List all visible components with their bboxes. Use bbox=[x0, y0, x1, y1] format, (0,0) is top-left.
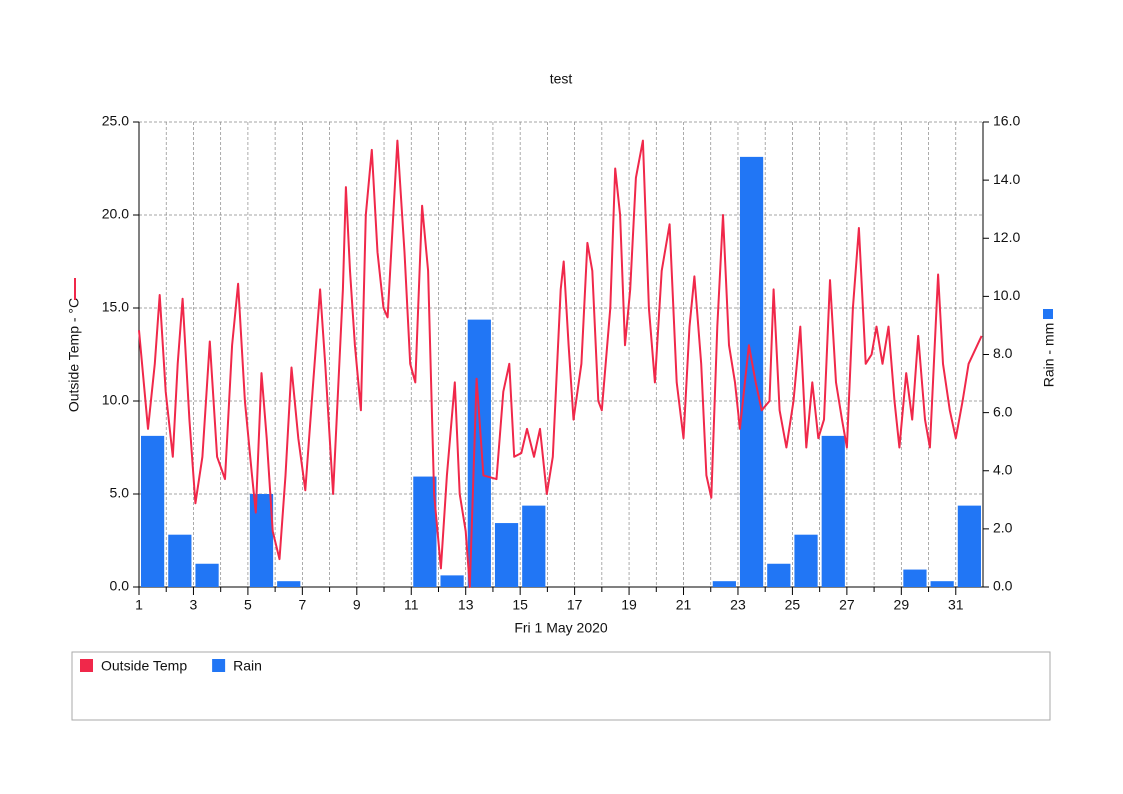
x-axis-label: Fri 1 May 2020 bbox=[514, 620, 608, 636]
bar bbox=[522, 505, 546, 587]
x-tick-label: 25 bbox=[785, 597, 801, 613]
y-axis-label: Outside Temp - °C bbox=[66, 298, 82, 412]
bar bbox=[957, 505, 981, 587]
legend-box bbox=[71, 651, 1051, 721]
y2-axis-marker bbox=[1043, 309, 1053, 319]
x-tick-label: 29 bbox=[894, 597, 910, 613]
chart-title: test bbox=[550, 71, 573, 87]
bar bbox=[794, 534, 818, 587]
x-tick-label: 21 bbox=[676, 597, 692, 613]
bar bbox=[821, 435, 845, 587]
y2-tick-label: 16.0 bbox=[993, 113, 1020, 129]
bar bbox=[903, 569, 927, 587]
y2-tick-label: 10.0 bbox=[993, 287, 1020, 303]
bar bbox=[195, 563, 219, 587]
bar bbox=[277, 581, 301, 587]
bar bbox=[413, 476, 437, 587]
x-tick-label: 15 bbox=[512, 597, 528, 613]
x-tick-label: 23 bbox=[730, 597, 746, 613]
x-tick-label: 9 bbox=[353, 597, 361, 613]
legend-label: Rain bbox=[233, 658, 262, 674]
legend-swatch bbox=[80, 659, 93, 672]
x-tick-label: 27 bbox=[839, 597, 855, 613]
y-tick-label: 25.0 bbox=[102, 113, 129, 129]
y2-tick-label: 14.0 bbox=[993, 171, 1020, 187]
y2-axis-label: Rain - mm bbox=[1041, 323, 1057, 388]
x-tick-label: 3 bbox=[190, 597, 198, 613]
bar bbox=[141, 435, 165, 587]
temp-line bbox=[138, 139, 983, 588]
bar bbox=[249, 494, 274, 587]
x-tick-label: 1 bbox=[135, 597, 143, 613]
x-tick-label: 17 bbox=[567, 597, 583, 613]
bar bbox=[467, 319, 491, 587]
x-tick-label: 19 bbox=[621, 597, 637, 613]
x-tick-label: 7 bbox=[298, 597, 306, 613]
y2-tick-label: 2.0 bbox=[993, 520, 1013, 536]
bar bbox=[767, 563, 791, 587]
bar bbox=[440, 575, 464, 587]
legend-swatch bbox=[212, 659, 226, 672]
y2-tick-label: 4.0 bbox=[993, 461, 1013, 477]
legend-label: Outside Temp bbox=[101, 658, 187, 674]
y2-tick-label: 6.0 bbox=[993, 403, 1013, 419]
x-tick-label: 31 bbox=[948, 597, 964, 613]
y-tick-label: 15.0 bbox=[102, 299, 129, 315]
y2-tick-label: 0.0 bbox=[993, 578, 1013, 594]
y-tick-label: 10.0 bbox=[102, 392, 129, 408]
y2-tick-label: 12.0 bbox=[993, 229, 1020, 245]
x-tick-label: 13 bbox=[458, 597, 474, 613]
bar bbox=[712, 581, 736, 587]
y-tick-label: 0.0 bbox=[110, 578, 130, 594]
bar bbox=[168, 534, 192, 587]
bar bbox=[494, 523, 519, 587]
y2-tick-label: 8.0 bbox=[993, 345, 1013, 361]
bar bbox=[739, 156, 764, 587]
bar bbox=[930, 581, 954, 587]
y-tick-label: 20.0 bbox=[102, 206, 129, 222]
x-tick-label: 5 bbox=[244, 597, 252, 613]
y-tick-label: 5.0 bbox=[110, 485, 130, 501]
x-tick-label: 11 bbox=[404, 597, 419, 613]
